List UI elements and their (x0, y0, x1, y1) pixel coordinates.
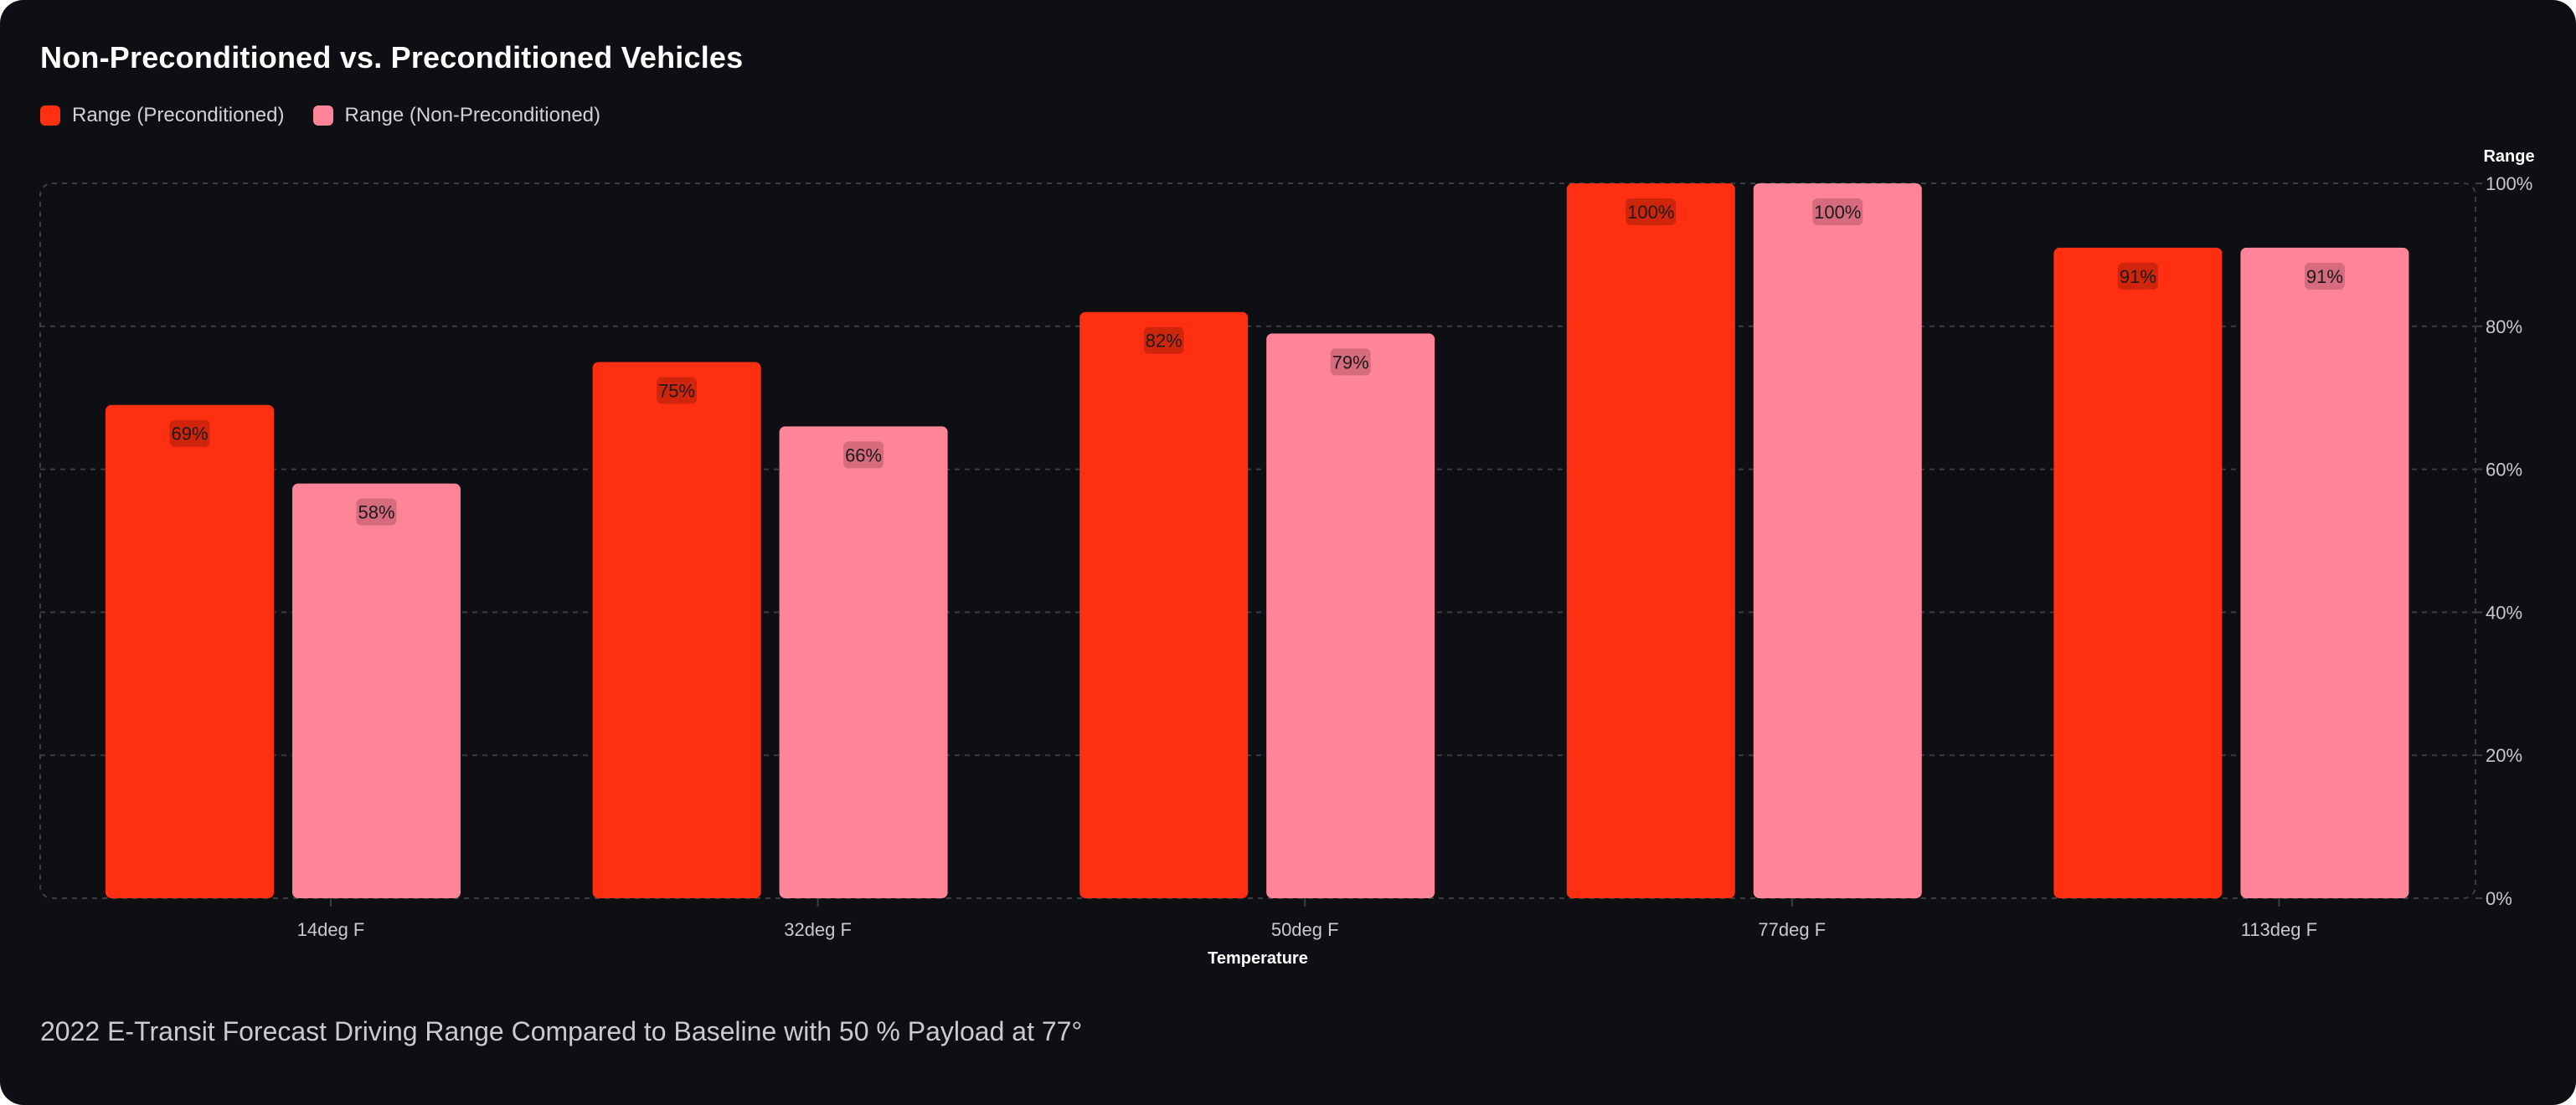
x-axis-title: Temperature (1208, 949, 1308, 968)
bar-non-preconditioned (779, 426, 948, 898)
bar-non-preconditioned (2240, 247, 2409, 898)
bar-non-preconditioned (292, 483, 461, 898)
x-tick-label: 50deg F (1271, 919, 1339, 940)
chart-caption: 2022 E-Transit Forecast Driving Range Co… (40, 1016, 1083, 1046)
data-label-bg (1143, 326, 1184, 354)
y-axis-title: Range (2483, 147, 2534, 166)
data-label-bg (2304, 262, 2345, 290)
data-label-bg (657, 377, 698, 404)
y-tick-label: 0% (2486, 888, 2512, 909)
data-label-bg (1625, 198, 1677, 225)
data-label-preconditioned: 91% (2120, 266, 2156, 287)
data-label-non-preconditioned: 66% (845, 445, 882, 465)
y-tick-label: 100% (2486, 173, 2532, 194)
plot-frame (39, 182, 2476, 899)
bar-preconditioned (2053, 247, 2223, 898)
data-label-preconditioned: 69% (171, 424, 208, 445)
x-tick-label: 77deg F (1758, 919, 1826, 940)
data-label-non-preconditioned: 58% (358, 502, 394, 523)
chart-title: Non-Preconditioned vs. Preconditioned Ve… (40, 40, 744, 75)
legend-swatch-preconditioned (40, 105, 60, 126)
bar-preconditioned (1566, 183, 1735, 898)
legend-swatch-non-preconditioned (312, 105, 333, 126)
data-label-preconditioned: 82% (1146, 331, 1182, 352)
data-label-bg (843, 441, 884, 469)
y-tick-label: 40% (2486, 602, 2522, 623)
bar-preconditioned (592, 362, 761, 898)
legend-item-non-preconditioned[interactable]: Range (Non-Preconditioned) (312, 104, 601, 127)
bars: 69% 58% 75% 66% 82% 79% 100% 100% 91% 91% (106, 183, 2409, 899)
y-tick-label: 60% (2486, 460, 2522, 481)
bar-preconditioned (1079, 311, 1249, 899)
y-tick-label: 80% (2486, 316, 2522, 337)
x-tick-label: 32deg F (784, 919, 852, 940)
data-label-bg (1812, 198, 1863, 225)
data-label-preconditioned: 100% (1627, 202, 1674, 223)
data-label-preconditioned: 75% (658, 381, 695, 402)
y-axis-ticks: 0% 20% 40% 60% 80% 100% (2486, 173, 2532, 909)
data-label-non-preconditioned: 91% (2306, 266, 2343, 287)
data-label-non-preconditioned: 79% (1332, 352, 1369, 373)
x-axis-ticks: 14deg F 32deg F 50deg F 77deg F 113deg F (297, 898, 2317, 940)
legend-label-non-preconditioned: Range (Non-Preconditioned) (344, 104, 601, 126)
bar-non-preconditioned (1266, 333, 1435, 899)
data-label-bg (2117, 262, 2158, 290)
data-label-bg (169, 419, 210, 447)
bar-preconditioned (106, 404, 274, 898)
legend-item-preconditioned[interactable]: Range (Preconditioned) (40, 104, 285, 127)
x-tick-label: 113deg F (2241, 919, 2317, 940)
bar-non-preconditioned (1753, 183, 1922, 898)
data-label-bg (1330, 348, 1371, 376)
data-label-non-preconditioned: 100% (1814, 202, 1861, 223)
legend-label-preconditioned: Range (Preconditioned) (72, 104, 285, 126)
x-tick-label: 14deg F (297, 919, 365, 940)
bar-chart: 0% 20% 40% 60% 80% 100% Range 69% 58% 75% 66% 82%… (39, 147, 2535, 968)
data-label-bg (356, 498, 397, 526)
chart-legend: Range (Preconditioned) Range (Non-Precon… (40, 104, 600, 127)
y-tick-label: 20% (2486, 745, 2522, 766)
